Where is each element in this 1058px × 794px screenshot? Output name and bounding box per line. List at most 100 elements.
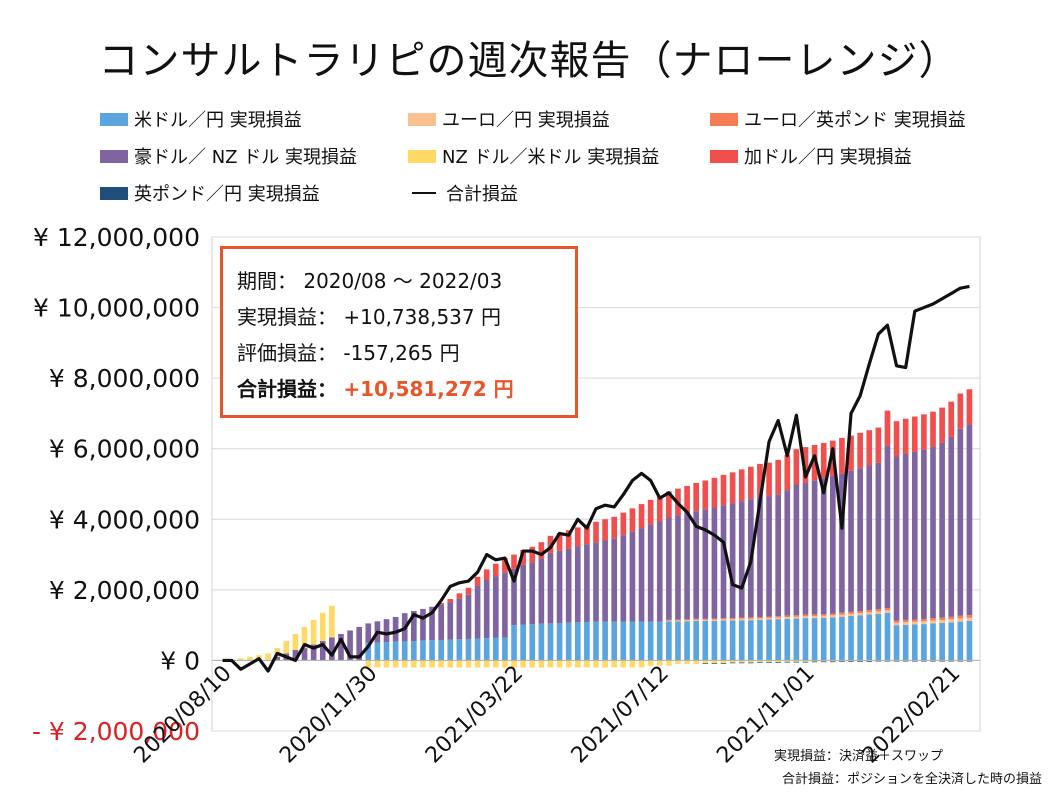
bar-segment [720, 505, 727, 619]
bar-segment [966, 620, 973, 661]
bar-segment [319, 641, 326, 661]
bar-segment [784, 617, 791, 619]
bar-segment [884, 610, 891, 613]
bar-segment [329, 605, 335, 638]
bar-segment [902, 619, 909, 623]
bar-segment [939, 442, 945, 618]
legend-item-eurjpy: ユーロ／円 実現損益 [408, 106, 610, 132]
bar-segment [711, 619, 718, 621]
bar-segment [766, 662, 772, 663]
bar-segment [474, 585, 481, 639]
bar-segment [684, 513, 690, 620]
bar-segment [884, 445, 891, 609]
bar-segment [474, 660, 481, 668]
note-total: 合計損益：ポジションを全決済した時の損益 [781, 772, 1042, 787]
bar-segment [629, 508, 636, 532]
bar-segment [556, 533, 563, 551]
bar-segment [875, 609, 882, 612]
bar-segment [839, 616, 845, 661]
bar-segment [593, 621, 599, 661]
bar-segment [666, 517, 672, 620]
bar-segment [966, 617, 973, 621]
bar-segment [911, 621, 918, 625]
bar-segment [802, 616, 809, 619]
bar-segment [738, 620, 745, 661]
bar-segment [839, 473, 845, 613]
bar-segment [939, 660, 945, 662]
bar-segment [848, 615, 854, 661]
bar-segment [511, 625, 517, 661]
bar-segment [948, 401, 955, 437]
bar-segment [338, 633, 344, 661]
bar-segment [930, 618, 936, 621]
bar-segment [857, 612, 863, 616]
bar-segment [939, 623, 945, 661]
bar-segment [957, 615, 964, 619]
bar-segment [866, 614, 873, 661]
y-tick-label: ¥ 10,000,000 [33, 294, 200, 323]
bar-segment [893, 625, 900, 661]
bar-segment [921, 621, 927, 625]
bar-segment [502, 572, 508, 638]
total-line [222, 284, 970, 673]
legend-label: ユーロ／円 実現損益 [442, 110, 610, 131]
bar-segment [711, 618, 718, 620]
bar-segment [374, 642, 381, 661]
bar-segment [902, 418, 909, 455]
legend-label: 英ポンド／円 実現損益 [134, 184, 320, 205]
bar-segment [930, 620, 936, 624]
bar-segment [757, 660, 763, 663]
bar-segment [729, 620, 736, 661]
bar-segment [866, 465, 873, 611]
bar-segment [820, 617, 827, 661]
bar-segment [647, 660, 654, 666]
bar-segment [456, 593, 463, 599]
bar-segment [893, 622, 900, 626]
bar-segment [502, 660, 508, 668]
bar-segment [465, 594, 472, 639]
bar-segment [857, 432, 863, 469]
bar-segment [939, 620, 945, 624]
bar-segment [820, 660, 827, 662]
bar-segment [802, 482, 809, 615]
bar-segment [848, 611, 854, 614]
bar-segment [748, 617, 754, 619]
bar-segment [702, 618, 709, 620]
bar-segment [520, 660, 526, 668]
bar-segment [647, 524, 654, 622]
bar-segment [902, 454, 909, 620]
bar-segment [921, 660, 927, 662]
y-tick-label: - ¥ 2,000,000 [32, 717, 200, 746]
total-row: 合計損益： +10,581,272 円 [237, 371, 561, 407]
bar-segment [702, 480, 709, 510]
bar-segment [948, 616, 955, 620]
bar-segment [584, 660, 590, 668]
bar-segment [957, 393, 964, 429]
total-line-series [222, 284, 970, 673]
realized-row: 実現損益： +10,738,537 円 [237, 299, 561, 335]
bar-segment [492, 637, 499, 661]
bar-segment [392, 660, 399, 668]
bar-segment [711, 507, 718, 619]
bar-segment [483, 579, 490, 639]
bar-segment [766, 462, 772, 497]
bar-segment [930, 411, 936, 447]
bar-segment [684, 620, 690, 622]
bar-segment [875, 660, 882, 662]
bar-segment [775, 617, 781, 620]
bar-segment [738, 618, 745, 621]
bar-segment [884, 612, 891, 661]
x-tick-label: 2020/08/10 [129, 661, 236, 768]
bar-segment [793, 616, 800, 619]
bar-segment [492, 563, 499, 577]
bar-segment [839, 614, 845, 617]
bar-segment [966, 660, 973, 662]
bar-segment [584, 544, 590, 622]
bar-segment [921, 624, 927, 661]
bar-segment [757, 497, 763, 618]
bar-segment [757, 619, 763, 661]
bar-segment [775, 619, 781, 661]
bar-segment [492, 576, 499, 638]
bar-segment [839, 437, 845, 474]
legend-item-nzdusd: NZ ドル／米ドル 実現損益 [408, 143, 659, 169]
